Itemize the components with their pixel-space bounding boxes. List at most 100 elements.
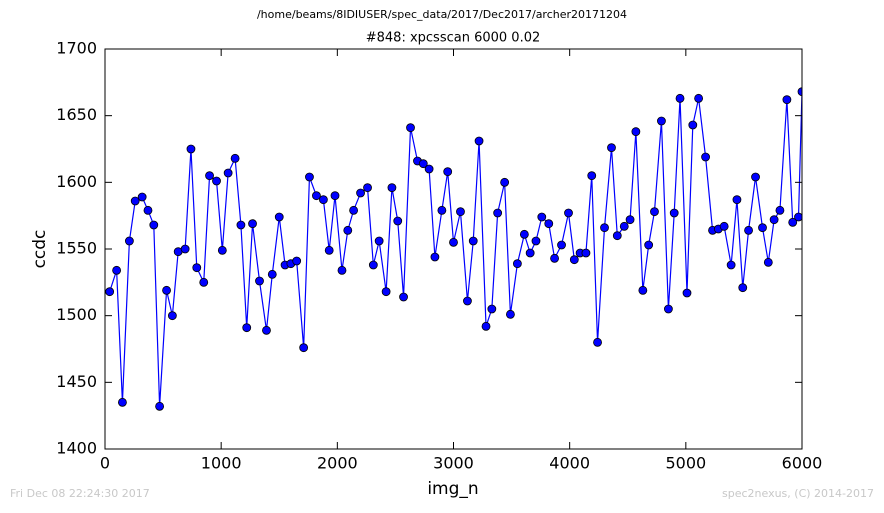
data-point: [387, 183, 397, 193]
data-point: [481, 321, 491, 331]
plot-frame: [104, 48, 803, 450]
data-point: [381, 287, 391, 297]
data-point: [519, 229, 529, 239]
data-point: [112, 265, 122, 275]
data-point: [299, 343, 309, 353]
data-point: [223, 168, 233, 178]
data-point: [143, 205, 153, 215]
data-point: [719, 221, 729, 231]
data-point: [531, 236, 541, 246]
data-point: [525, 248, 535, 258]
data-point: [124, 236, 134, 246]
data-point: [267, 269, 277, 279]
data-point: [155, 401, 164, 411]
data-point: [180, 244, 190, 254]
data-point: [650, 207, 659, 217]
data-point: [487, 304, 497, 314]
data-point: [437, 205, 447, 215]
x-tick-label: 0: [100, 454, 110, 473]
data-point: [186, 144, 196, 154]
data-point: [167, 311, 177, 321]
data-point: [343, 225, 353, 235]
data-point: [569, 255, 579, 265]
data-line: [109, 91, 802, 407]
x-tick-label: 4000: [549, 454, 590, 473]
data-point: [312, 191, 321, 201]
data-point: [255, 276, 264, 286]
data-point: [468, 236, 478, 246]
x-tick-label: 6000: [782, 454, 823, 473]
data-point: [631, 127, 641, 137]
data-point: [349, 205, 358, 215]
x-tick-label: 3000: [433, 454, 474, 473]
data-point: [782, 95, 792, 105]
data-point: [506, 309, 515, 319]
y-axis-label: ccdc: [30, 230, 50, 269]
data-point: [682, 288, 692, 298]
data-point: [449, 237, 458, 247]
data-point: [199, 277, 209, 287]
data-point: [324, 245, 334, 255]
data-point: [356, 188, 365, 198]
y-tick-label: 1400: [56, 439, 97, 458]
chart-title: #848: xpcsscan 6000 0.02: [366, 31, 541, 46]
data-point: [105, 287, 115, 297]
plot-area: [105, 87, 802, 411]
data-point: [330, 191, 340, 201]
data-point: [612, 231, 622, 241]
data-point: [587, 171, 597, 181]
y-tick-label: 1550: [56, 239, 97, 258]
data-point: [212, 176, 221, 186]
data-point: [292, 256, 302, 266]
data-point: [669, 208, 679, 218]
data-point: [744, 225, 753, 235]
data-point: [262, 325, 271, 335]
data-point: [318, 195, 328, 205]
data-point: [701, 152, 710, 162]
data-point: [657, 116, 666, 126]
x-tick-label: 2000: [317, 454, 358, 473]
y-tick-label: 1450: [56, 372, 97, 391]
data-point: [607, 143, 616, 153]
data-point: [581, 248, 591, 258]
data-point: [763, 257, 773, 267]
data-point: [758, 223, 767, 233]
data-point: [769, 215, 779, 225]
data-point: [149, 220, 159, 230]
data-point: [751, 172, 760, 182]
data-point: [162, 285, 171, 295]
footer-date: Fri Dec 08 22:24:30 2017: [10, 487, 150, 500]
data-point: [593, 337, 602, 347]
data-point: [118, 397, 127, 407]
data-point: [638, 285, 648, 295]
data-point: [393, 216, 403, 226]
data-point: [463, 296, 472, 306]
data-point: [732, 195, 742, 205]
data-point: [368, 260, 378, 270]
data-point: [474, 136, 484, 146]
data-point: [399, 292, 408, 302]
footer-credit: spec2nexus, (C) 2014-2017: [722, 487, 874, 500]
y-tick-label: 1500: [56, 305, 97, 324]
data-point: [456, 207, 465, 217]
data-point: [688, 120, 698, 130]
data-point: [406, 123, 415, 133]
data-point: [738, 283, 748, 293]
data-point: [418, 159, 428, 169]
data-point: [726, 260, 736, 270]
data-point: [274, 212, 284, 222]
data-point: [537, 212, 547, 222]
data-point: [544, 219, 554, 229]
data-point: [493, 208, 503, 218]
data-point: [550, 253, 559, 263]
data-point: [443, 167, 453, 177]
data-point: [248, 219, 257, 229]
y-tick-label: 1600: [56, 172, 97, 191]
data-point: [337, 265, 347, 275]
data-point: [644, 240, 654, 250]
data-point: [775, 205, 785, 215]
data-point: [500, 177, 510, 187]
data-point: [619, 221, 629, 231]
x-tick-label: 1000: [201, 454, 242, 473]
